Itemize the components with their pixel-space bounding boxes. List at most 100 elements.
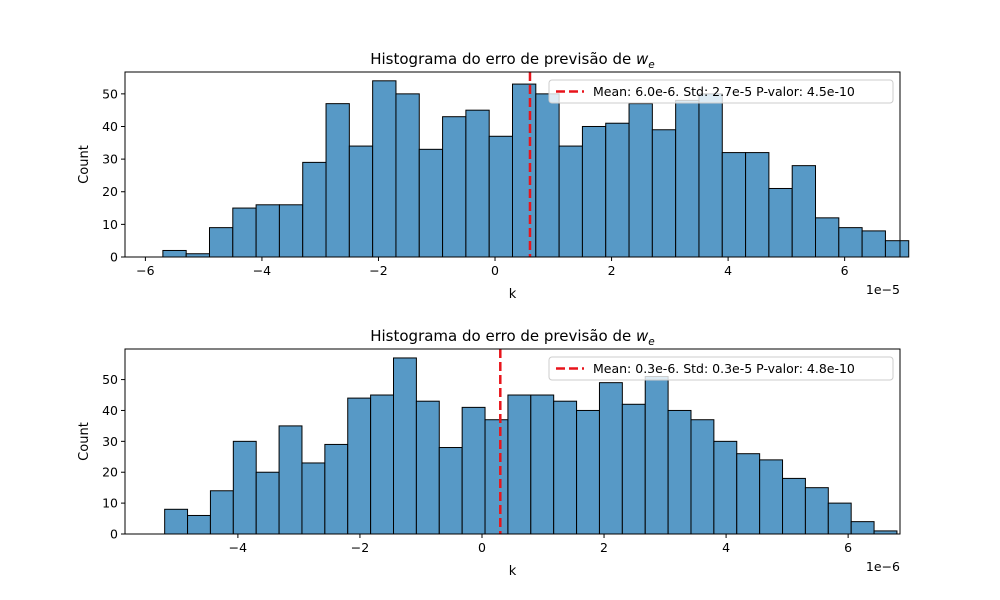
x-tick-label: −2 [351,540,369,555]
chart-title-variable: w [636,50,649,68]
histogram-bar [484,419,509,535]
legend-label: Mean: 6.0e-6. Std: 2.7e-5 P-valor: 4.5e-… [593,84,855,99]
histogram-bar [209,490,234,535]
histogram-bar [558,145,583,258]
histogram-bar [815,217,840,258]
histogram-bar [208,227,234,258]
y-tick-label: 30 [102,152,118,167]
histogram-bar [507,394,532,535]
histogram-bar [745,152,770,258]
histogram-bar [553,400,578,535]
x-tick-label: 4 [724,263,732,278]
histogram-bar [721,152,747,258]
x-tick-label: 2 [608,263,616,278]
histogram-bar [162,249,187,258]
histogram-bar [644,375,669,535]
legend: Mean: 0.3e-6. Std: 0.3e-5 P-valor: 4.8e-… [548,356,894,381]
histogram-bar [187,514,211,535]
histogram-bar [393,357,417,535]
legend: Mean: 6.0e-6. Std: 2.7e-5 P-valor: 4.5e-… [548,79,894,104]
y-tick-label: 10 [102,496,118,511]
x-axis-label: k [509,564,517,579]
y-tick-label: 0 [110,527,118,542]
histogram-bar [418,148,444,258]
x-tick-label: 2 [600,540,608,555]
histogram-bar [581,125,607,258]
y-tick-label: 30 [102,434,118,449]
histogram-bar [465,109,490,258]
histogram-bar [438,447,463,535]
chart-title-subscript: e [648,59,654,71]
histogram-bar [598,382,623,535]
axes-frame [124,71,901,258]
histogram-bar [736,453,761,535]
histogram-bar [255,471,280,535]
histogram-bar [651,129,677,258]
histogram-bar [324,443,349,535]
histogram-bar [698,93,723,258]
histogram-bar [395,93,420,258]
x-multiplier-label: 1e−5 [866,282,900,297]
histogram-bar [605,122,630,258]
histogram-bar [278,204,304,258]
histogram-bar [301,462,326,535]
x-tick-label: −2 [369,263,387,278]
y-tick-label: 40 [102,119,118,134]
x-multiplier-label: 1e−6 [866,559,900,574]
histogram-bar [530,394,555,535]
histogram-bar [768,187,793,258]
histogram-bar [850,521,875,535]
histogram-bar [461,406,486,535]
histogram-bar [667,409,692,535]
histogram-bar [884,240,910,258]
x-tick-label: 0 [478,540,486,555]
histogram-bar [861,230,886,258]
histogram-bar [347,397,372,535]
x-tick-label: 0 [491,263,499,278]
y-tick-label: 50 [102,86,118,101]
histogram-bar [415,400,440,535]
legend-box [548,356,894,381]
x-tick-label: −4 [253,263,271,278]
x-axis-label: k [509,287,517,302]
histogram-bar [804,487,829,535]
legend-label: Mean: 0.3e-6. Std: 0.3e-5 P-valor: 4.8e-… [593,361,855,376]
histogram-bar [512,83,537,258]
histogram-bar [838,227,863,258]
chart-title: Histograma do erro de previsão de we [370,327,655,348]
x-tick-label: 4 [722,540,730,555]
legend-box [548,79,894,104]
y-tick-label: 40 [102,403,118,418]
histogram-bar [827,502,852,535]
histogram-bar [675,99,700,258]
histogram-bar [442,116,467,258]
x-tick-label: −4 [229,540,247,555]
histogram-bar [325,103,350,258]
chart-title-text: Histograma do erro de previsão de [370,50,636,68]
histogram-plot-top: −6 −4 −2 0 2 4 6 0 10 20 30 40 50 1e−5 k Count Histogram… [77,50,910,302]
histogram-bar [713,440,738,535]
histogram-bar [488,135,514,258]
histogram-bar [782,477,806,535]
histogram-plot-bottom: −4 −2 0 2 4 6 0 10 20 30 40 50 1e−6 k Count Histograma … [77,327,901,579]
histogram-bar [759,459,784,535]
histogram-bar [576,409,600,535]
histogram-bar [348,145,374,258]
histogram-bar [302,161,327,258]
histogram-bar [232,440,257,535]
histogram-bar [232,207,257,258]
x-tick-label: 6 [844,540,852,555]
histogram-bar [370,394,395,535]
histogram-bar [621,403,646,535]
histogram-bar [164,508,189,535]
histogram-bar [278,425,303,535]
x-tick-label: 6 [841,263,849,278]
x-tick-label: −6 [136,263,154,278]
chart-title-text: Histograma do erro de previsão de [370,327,636,345]
histogram-bar [791,165,817,258]
y-axis-label: Count [77,422,92,461]
histogram-bar [535,93,560,258]
y-axis-label: Count [77,145,92,184]
histogram-bar [628,103,653,258]
